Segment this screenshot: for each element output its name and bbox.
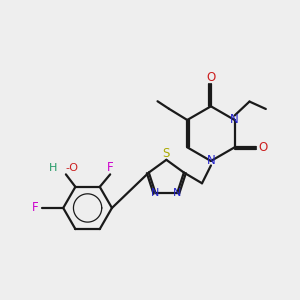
Text: S: S — [163, 147, 170, 160]
Text: N: N — [173, 188, 182, 198]
Text: H: H — [49, 163, 58, 173]
Text: F: F — [107, 161, 113, 174]
Text: O: O — [258, 141, 267, 154]
Text: N: N — [151, 188, 160, 198]
Text: N: N — [230, 113, 239, 127]
Text: O: O — [206, 71, 216, 84]
Text: F: F — [32, 202, 39, 214]
Text: -O: -O — [65, 163, 78, 173]
Text: N: N — [207, 154, 215, 167]
